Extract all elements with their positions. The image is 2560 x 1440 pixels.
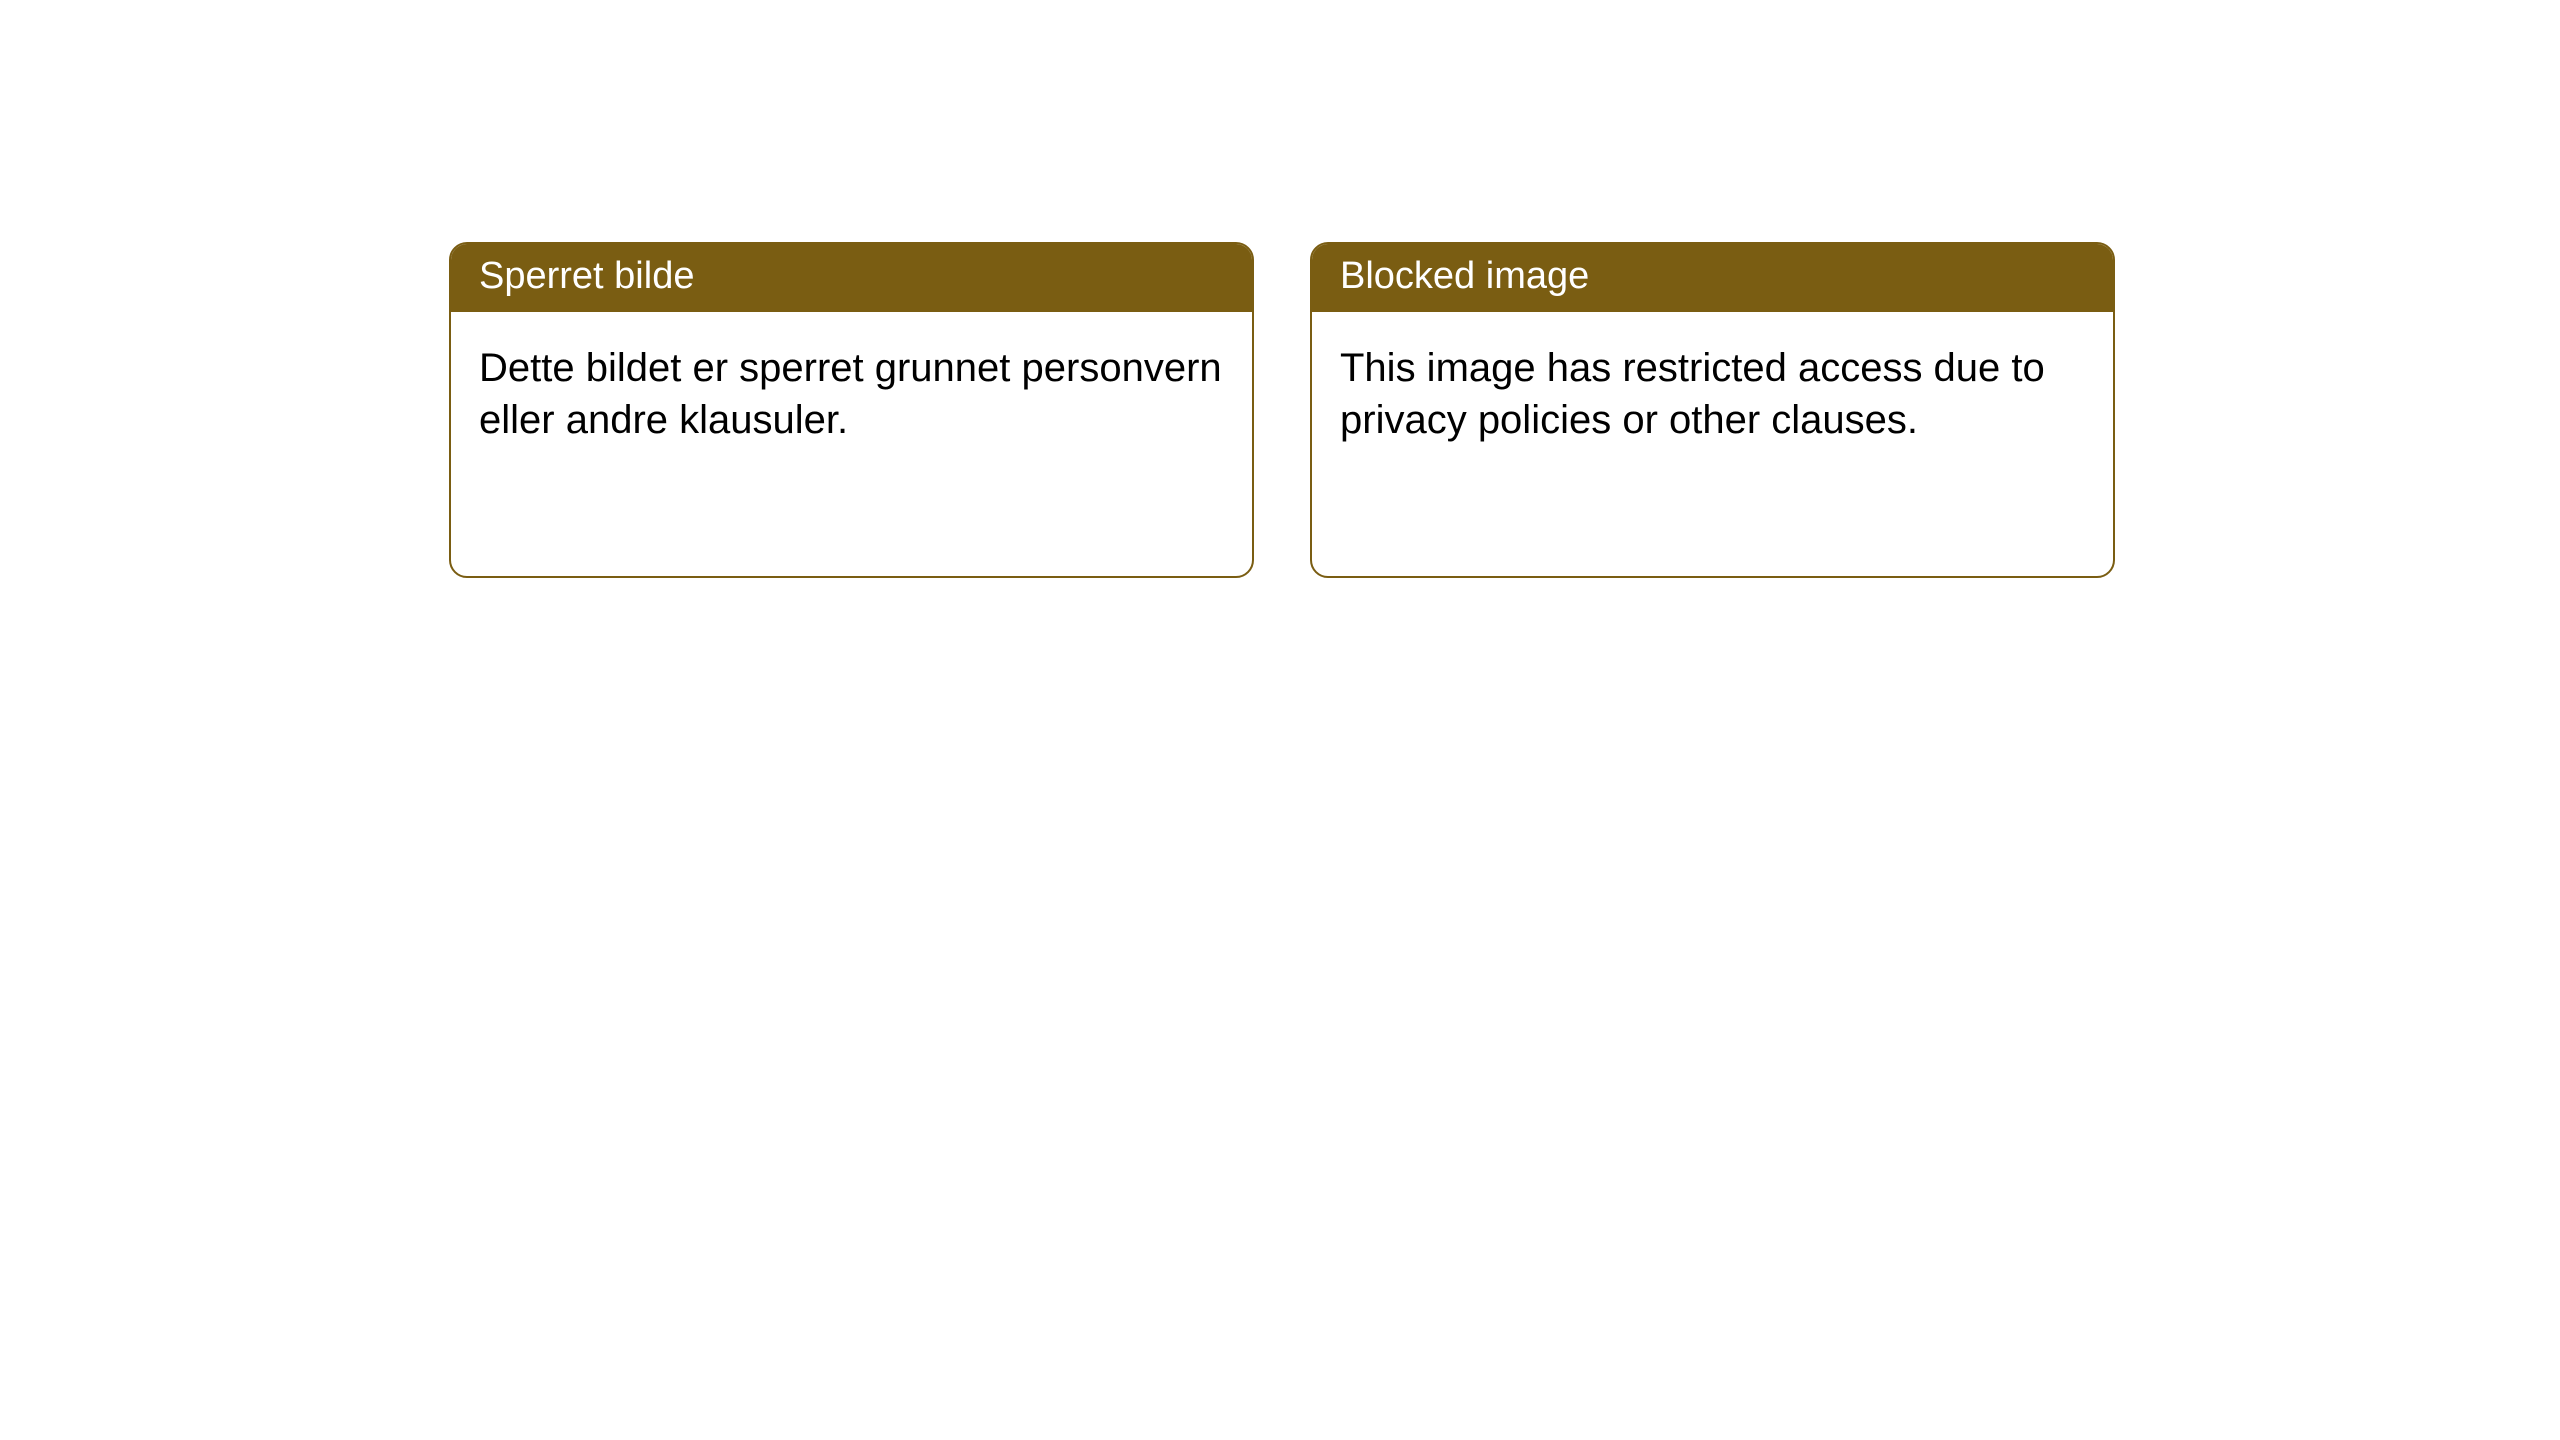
card-header: Sperret bilde bbox=[451, 244, 1252, 312]
card-body: This image has restricted access due to … bbox=[1312, 312, 2113, 476]
card-body: Dette bildet er sperret grunnet personve… bbox=[451, 312, 1252, 476]
cards-container: Sperret bilde Dette bildet er sperret gr… bbox=[449, 242, 2115, 578]
notice-card-english: Blocked image This image has restricted … bbox=[1310, 242, 2115, 578]
card-header: Blocked image bbox=[1312, 244, 2113, 312]
notice-card-norwegian: Sperret bilde Dette bildet er sperret gr… bbox=[449, 242, 1254, 578]
